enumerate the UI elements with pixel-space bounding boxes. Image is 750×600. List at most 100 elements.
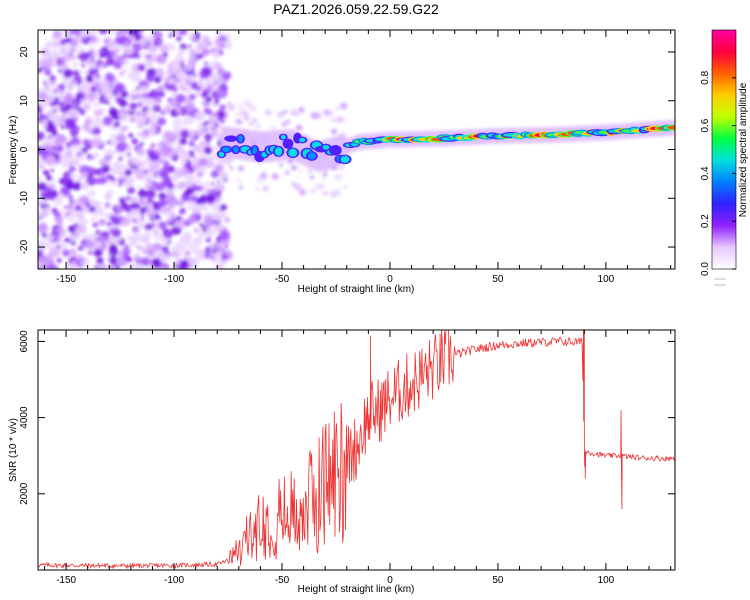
- spectrogram-image: [38, 30, 675, 269]
- noise-blob: [63, 189, 70, 195]
- noise-blob: [65, 142, 72, 148]
- noise-blob: [201, 47, 210, 56]
- noise-blob: [129, 102, 138, 110]
- noise-blob: [49, 247, 61, 258]
- noise-blob: [145, 109, 151, 115]
- noise-blob: [155, 182, 166, 191]
- noise-blob: [79, 30, 90, 39]
- noise-blob: [236, 103, 240, 106]
- noise-blob: [204, 181, 211, 188]
- noise-blob: [176, 215, 182, 221]
- noise-blob: [75, 92, 86, 102]
- noise-blob: [215, 88, 225, 98]
- noise-blob: [125, 145, 132, 151]
- noise-blob: [115, 142, 127, 153]
- noise-blob: [162, 229, 174, 239]
- noise-blob: [62, 52, 73, 62]
- noise-blob: [85, 115, 92, 122]
- spectrogram-ytick-label: 20: [19, 46, 30, 58]
- noise-blob: [104, 212, 111, 218]
- noise-blob: [45, 175, 53, 181]
- noise-blob: [177, 72, 186, 80]
- noise-blob: [162, 107, 168, 113]
- noise-blob: [164, 254, 172, 261]
- noise-blob: [38, 182, 47, 192]
- noise-blob: [201, 66, 213, 77]
- noise-blob: [134, 209, 140, 214]
- noise-blob: [162, 130, 174, 141]
- noise-blob: [78, 69, 83, 74]
- noise-blob: [162, 241, 168, 247]
- noise-blob: [100, 236, 107, 243]
- noise-blob: [65, 145, 72, 151]
- noise-blob: [98, 176, 108, 185]
- noise-blob: [144, 36, 151, 42]
- noise-blob: [206, 85, 212, 91]
- noise-blob: [147, 193, 153, 199]
- ridge-core: [252, 146, 258, 155]
- noise-blob: [71, 48, 75, 52]
- chart-title: PAZ1.2026.059.22.59.G22: [273, 1, 439, 17]
- noise-blob: [175, 243, 187, 253]
- spectrogram-ytick-label: 10: [19, 95, 30, 107]
- noise-blob: [78, 166, 82, 170]
- noise-blob: [62, 30, 66, 33]
- noise-blob: [310, 112, 319, 120]
- noise-blob: [104, 49, 115, 59]
- noise-blob: [38, 209, 43, 218]
- snr-xlabel: Height of straight line (km): [298, 584, 415, 595]
- noise-blob: [85, 70, 89, 75]
- noise-blob: [137, 95, 145, 103]
- colorbar-tick-label: 0.2: [700, 214, 711, 228]
- noise-blob: [54, 216, 63, 224]
- noise-blob: [138, 115, 148, 124]
- noise-blob: [102, 97, 107, 101]
- noise-blob: [270, 125, 277, 131]
- snr-ytick-label: 2000: [19, 482, 30, 505]
- noise-blob: [154, 149, 161, 156]
- noise-blob: [217, 68, 226, 76]
- noise-blob: [187, 32, 195, 40]
- noise-blob: [197, 53, 204, 59]
- noise-blob: [64, 117, 75, 127]
- noise-blob: [58, 83, 66, 90]
- noise-blob: [110, 104, 114, 108]
- noise-blob: [118, 112, 124, 118]
- noise-blob: [167, 239, 172, 244]
- noise-blob: [197, 231, 206, 239]
- noise-blob: [118, 131, 123, 135]
- noise-blob: [229, 166, 234, 171]
- noise-blob: [79, 150, 84, 154]
- noise-blob: [92, 134, 97, 139]
- noise-blob: [123, 114, 129, 119]
- noise-blob: [59, 48, 66, 54]
- noise-blob: [111, 212, 117, 217]
- colorbar-tick-label: 0.6: [700, 118, 711, 132]
- noise-blob: [87, 47, 92, 52]
- noise-blob: [89, 30, 97, 37]
- noise-blob: [38, 108, 43, 114]
- noise-blob: [158, 199, 166, 206]
- noise-blob: [180, 130, 190, 139]
- colorbar-tick-label: 0.4: [700, 166, 711, 180]
- noise-blob: [77, 177, 82, 182]
- ridge-core: [226, 136, 236, 141]
- ridge-core: [218, 151, 225, 158]
- noise-blob: [123, 45, 134, 56]
- noise-blob: [338, 115, 343, 120]
- noise-blob: [38, 176, 43, 182]
- noise-blob: [156, 117, 167, 126]
- noise-blob: [68, 204, 73, 208]
- noise-blob: [188, 120, 194, 125]
- noise-blob: [193, 187, 198, 191]
- ridge-core: [233, 146, 239, 153]
- noise-blob: [109, 141, 115, 146]
- noise-blob: [153, 242, 162, 251]
- noise-blob: [193, 38, 198, 42]
- noise-blob: [205, 160, 215, 169]
- colorbar-label: Normalized spectral amplitude: [738, 82, 749, 217]
- noise-blob: [187, 215, 197, 224]
- noise-blob: [198, 228, 202, 233]
- noise-blob: [84, 54, 90, 59]
